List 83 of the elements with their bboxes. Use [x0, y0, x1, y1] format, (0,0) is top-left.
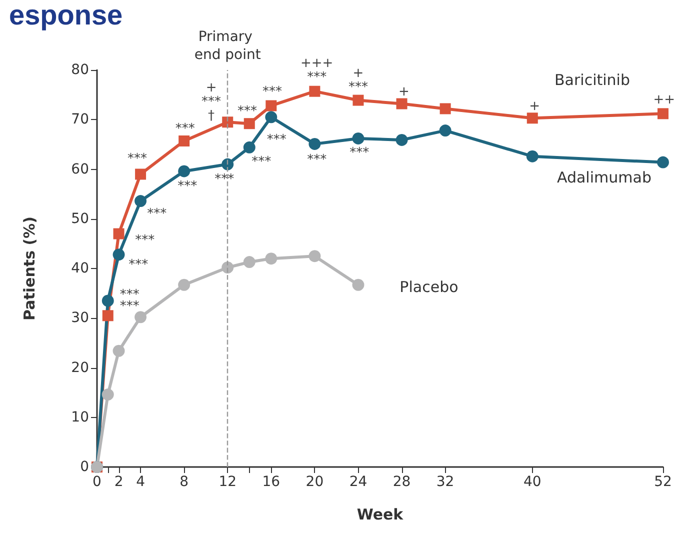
point	[439, 124, 452, 137]
point	[135, 168, 146, 180]
annotation: ***	[147, 206, 168, 222]
y-tick-label: 80	[71, 62, 89, 78]
annotation: ***	[252, 154, 272, 170]
point	[112, 344, 125, 357]
y-tick-label: 60	[71, 161, 89, 178]
series-label: Baricitinib	[554, 70, 630, 89]
point	[222, 262, 234, 274]
point	[526, 112, 538, 124]
annotation: + *** †	[202, 80, 222, 124]
annotation: ++	[653, 92, 675, 108]
series-label: Adalimumab	[556, 168, 652, 187]
point	[243, 256, 256, 268]
point	[102, 388, 114, 401]
chart-title: esponse	[9, 0, 123, 30]
point	[243, 141, 256, 154]
x-tick-label: 4	[136, 474, 146, 490]
point	[222, 116, 234, 128]
point	[178, 278, 190, 291]
point	[396, 98, 408, 110]
annotation: ***	[237, 104, 258, 120]
x-tick-label: 32	[436, 474, 454, 490]
x-tick-label: 0	[92, 474, 102, 490]
point	[657, 156, 669, 168]
y-tick-label: 50	[71, 210, 89, 227]
point	[352, 94, 364, 106]
x-tick-label: 20	[306, 474, 324, 490]
point	[102, 310, 114, 322]
point	[178, 165, 190, 178]
y-tick-label: 70	[71, 112, 89, 128]
annotation: ***	[175, 122, 196, 137]
point	[112, 248, 125, 261]
annotation: ***	[262, 84, 282, 100]
point	[308, 250, 321, 262]
annotation: +++ ***	[300, 56, 334, 86]
annotation: ***	[307, 152, 328, 168]
annotation: +	[529, 99, 540, 114]
y-axis-title: Patients (%)	[20, 216, 38, 320]
x-tick-label: 24	[349, 474, 368, 490]
text: Placebo	[400, 278, 458, 296]
point	[134, 311, 147, 324]
point	[113, 228, 124, 240]
annotation: ***	[266, 132, 287, 148]
point	[308, 138, 321, 150]
y-tick-label: 20	[71, 360, 89, 376]
point	[526, 150, 538, 162]
y-tick-label: 0	[80, 459, 89, 475]
ref-line-label: Primary end point	[194, 29, 262, 63]
point	[658, 108, 668, 120]
annotation: ***	[350, 145, 370, 160]
point	[134, 195, 147, 208]
x-tick-label: 2	[114, 474, 124, 490]
annotation: + ***	[348, 66, 368, 95]
y-tick-label: 10	[71, 409, 89, 426]
x-tick-label: 16	[262, 474, 280, 490]
point	[266, 100, 277, 112]
annotation: ***	[178, 179, 198, 194]
point	[352, 132, 364, 144]
point	[440, 103, 451, 114]
point	[178, 135, 190, 146]
x-tick-label: 8	[180, 474, 189, 490]
x-axis-title: Week	[356, 506, 404, 524]
x-tick-label: 12	[218, 474, 237, 490]
x-tick-label: 40	[523, 474, 542, 490]
point	[244, 118, 255, 130]
annotation: ***	[128, 151, 148, 166]
annotation: ***	[128, 258, 149, 273]
annotation: ***	[214, 172, 235, 188]
point	[309, 86, 320, 97]
annotation: ***	[135, 233, 156, 248]
point	[352, 278, 364, 291]
point	[222, 158, 234, 170]
point	[102, 294, 114, 307]
point	[265, 252, 278, 265]
x-tick-label: 28	[392, 474, 411, 490]
point	[265, 111, 278, 124]
point	[396, 134, 408, 146]
annotation: ***	[120, 299, 140, 314]
annotation: +	[398, 84, 410, 100]
y-tick-label: 30	[71, 310, 89, 326]
y-tick-label: 40	[71, 260, 89, 276]
x-tick-label: 52	[654, 474, 672, 490]
